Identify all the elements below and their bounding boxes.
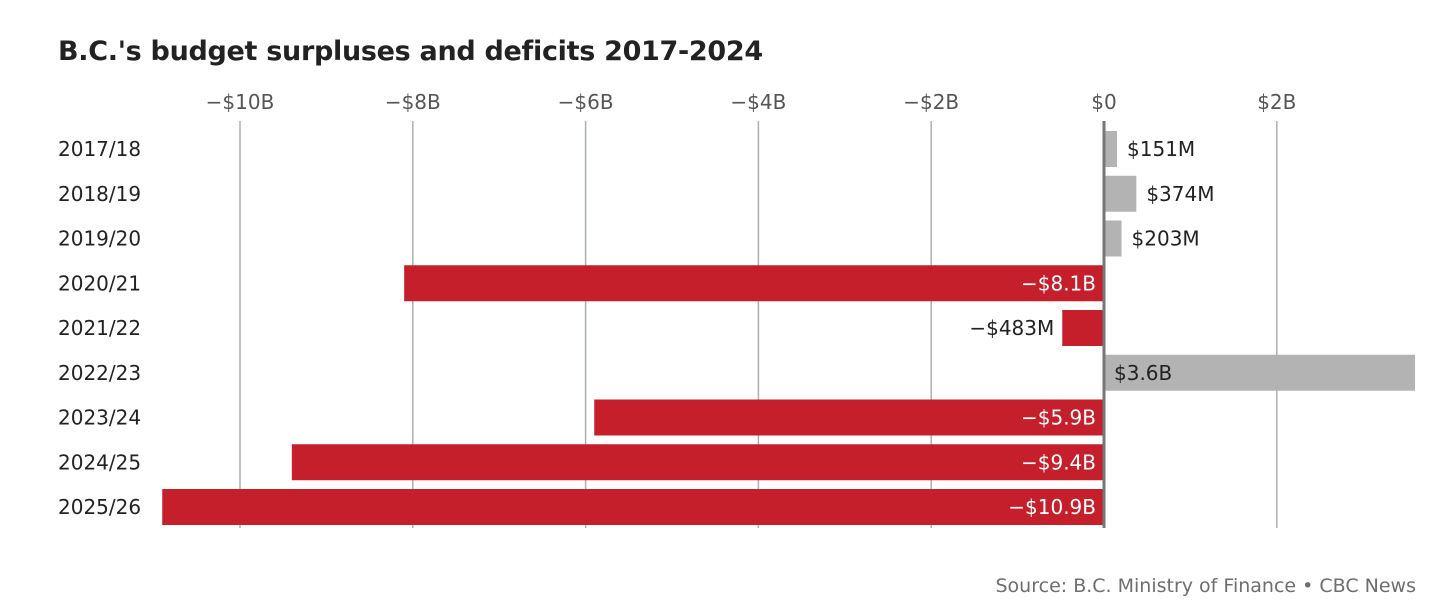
- labels: −$10B −$8B −$6B −$4B −$2B $0 $2B 2017/18 $151M 20…: [58, 90, 1296, 519]
- category-label: 2024/25: [58, 450, 141, 474]
- data-label: −$5.9B: [1021, 406, 1096, 430]
- source-credit: Source: B.C. Ministry of Finance • CBC N…: [995, 575, 1417, 597]
- deficit-bar: [291, 444, 1105, 481]
- surplus-bar: [1104, 220, 1122, 257]
- category-label: 2023/24: [58, 406, 141, 430]
- x-tick-label: −$4B: [730, 90, 786, 114]
- deficit-bar: [404, 265, 1104, 302]
- surplus-bar: [1104, 131, 1118, 167]
- category-label: 2020/21: [58, 271, 141, 295]
- surplus-bar: [1104, 175, 1137, 212]
- category-label: 2021/22: [58, 316, 141, 340]
- category-label: 2019/20: [58, 227, 141, 251]
- deficit-bar: [594, 399, 1104, 436]
- category-label: 2025/26: [58, 495, 141, 519]
- data-label: $3.6B: [1114, 361, 1172, 385]
- data-label: −$483M: [969, 316, 1054, 340]
- x-tick-label: −$10B: [206, 90, 275, 114]
- chart-title: B.C.'s budget surpluses and deficits 201…: [58, 36, 763, 67]
- category-label: 2018/19: [58, 182, 141, 206]
- data-label: $374M: [1146, 182, 1214, 206]
- x-tick-label: −$8B: [385, 90, 441, 114]
- data-label: $203M: [1132, 227, 1200, 251]
- gridlines: [239, 121, 1278, 528]
- x-tick-label: −$2B: [903, 90, 959, 114]
- x-tick-label: $0: [1091, 90, 1116, 114]
- deficit-bar: [162, 489, 1105, 525]
- x-tick-label: $2B: [1257, 90, 1296, 114]
- data-label: −$9.4B: [1021, 450, 1096, 474]
- surplus-bar: [1104, 354, 1416, 391]
- category-label: 2017/18: [58, 137, 141, 161]
- deficit-bar: [1062, 310, 1104, 346]
- x-tick-label: −$6B: [558, 90, 614, 114]
- category-label: 2022/23: [58, 361, 141, 385]
- data-label: −$10.9B: [1008, 495, 1096, 519]
- data-label: −$8.1B: [1021, 271, 1096, 295]
- bars: [162, 131, 1416, 525]
- data-label: $151M: [1127, 137, 1195, 161]
